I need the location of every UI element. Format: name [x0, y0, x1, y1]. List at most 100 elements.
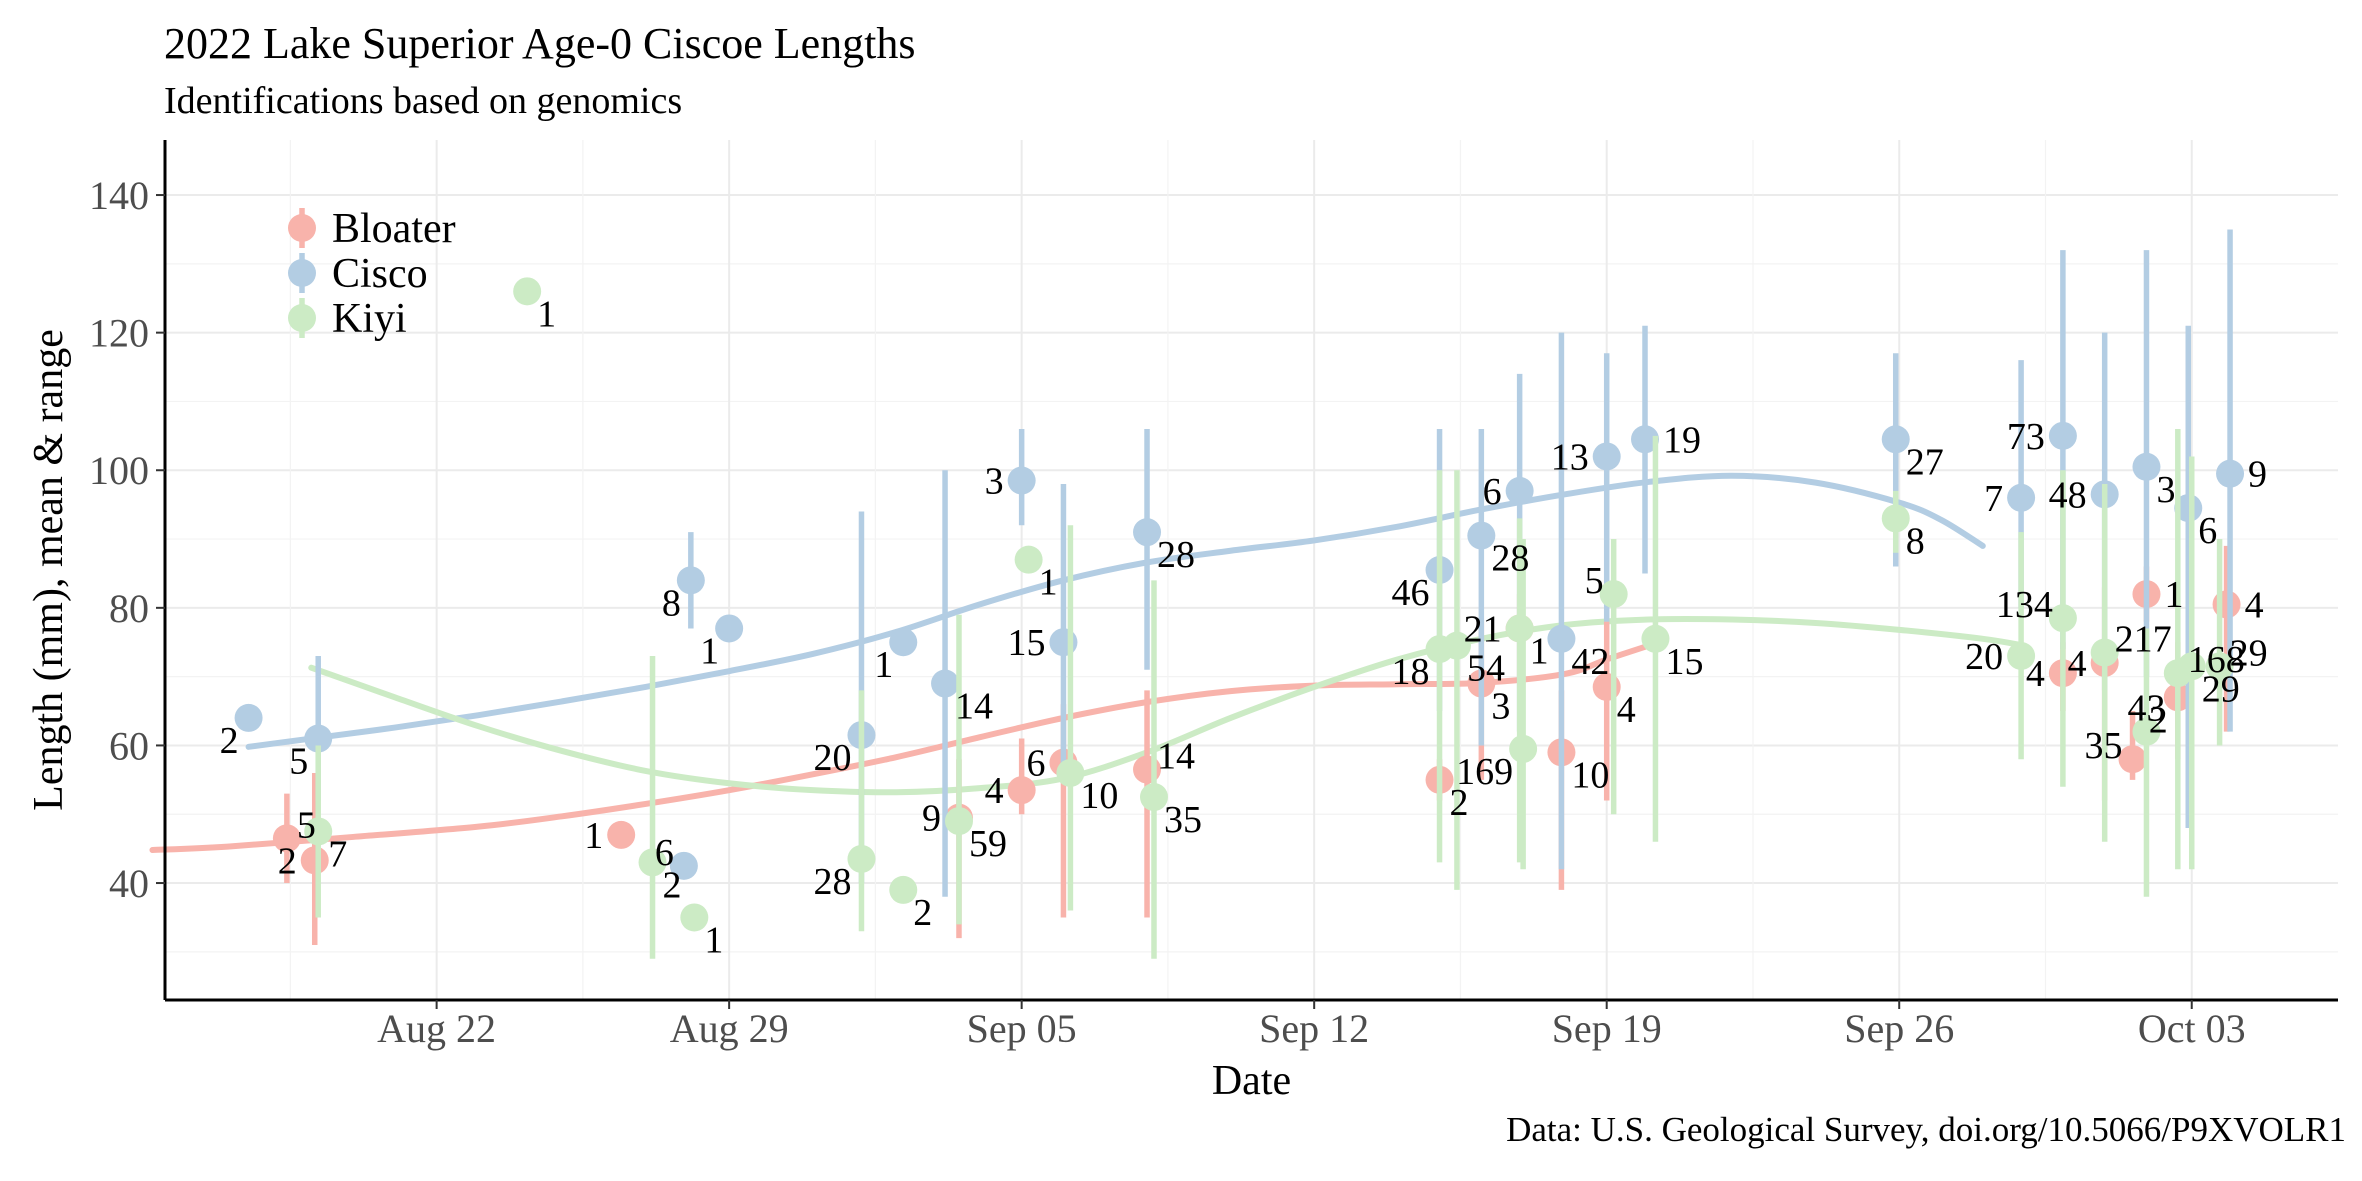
kiyi-sample-size-label: 217 [2115, 619, 2172, 661]
y-tick-label: 40 [109, 861, 149, 906]
cisco-mean-point [2216, 459, 2245, 488]
bloater-sample-size-label: 2 [278, 840, 297, 882]
y-tick-label: 100 [89, 448, 149, 493]
bloater-mean-point [1007, 776, 1036, 805]
kiyi-mean-point [1442, 631, 1471, 660]
kiyi-sample-size-label: 29 [2230, 632, 2268, 674]
kiyi-mean-point [1014, 545, 1043, 574]
cisco-mean-point [234, 703, 263, 732]
cisco-mean-point [2132, 452, 2161, 481]
x-tick-label: Sep 12 [1259, 1006, 1369, 1051]
kiyi-sample-size-label: 2 [913, 892, 932, 934]
cisco-mean-point [2007, 483, 2036, 512]
bloater-sample-size-label: 6 [1026, 743, 1045, 785]
bloater-sample-size-label: 4 [985, 770, 1004, 812]
cisco-sample-size-label: 14 [955, 686, 993, 728]
cisco-sample-size-label: 6 [2198, 510, 2217, 552]
cisco-mean-point [1133, 518, 1162, 547]
kiyi-mean-point [680, 903, 709, 932]
kiyi-mean-point [1056, 758, 1085, 787]
grid [165, 140, 2338, 1000]
cisco-sample-size-label: 15 [1007, 622, 1045, 664]
bloater-sample-size-label: 10 [1571, 754, 1609, 796]
bloater-sample-size-label: 1 [2164, 574, 2183, 616]
kiyi-sample-size-label: 20 [1965, 636, 2003, 678]
bloater-sample-size-label: 4 [2026, 653, 2045, 695]
x-tick-label: Aug 22 [377, 1006, 496, 1051]
bloater-sample-size-label: 4 [2245, 584, 2264, 626]
legend-label-bloater: Bloater [332, 206, 456, 252]
cisco-mean-point [1592, 442, 1621, 471]
bloater-sample-size-label: 1 [1530, 630, 1549, 672]
bloater-sample-size-label: 4 [1617, 689, 1636, 731]
cisco-mean-point [2174, 494, 2203, 523]
kiyi-mean-point [638, 848, 667, 877]
kiyi-sample-size-label: 1 [1039, 562, 1058, 604]
bloater-sample-size-label: 9 [922, 798, 941, 840]
cisco-sample-size-label: 6 [1483, 471, 1502, 513]
cisco-sample-size-label: 8 [662, 582, 681, 624]
kiyi-sample-size-label: 18 [1392, 651, 1430, 693]
cisco-mean-point [1467, 521, 1496, 550]
cisco-sample-size-label: 1 [874, 644, 893, 686]
cisco-sample-size-label: 6 [655, 832, 674, 874]
x-tick-label: Sep 26 [1844, 1006, 1954, 1051]
kiyi-sample-size-label: 5 [1585, 560, 1604, 602]
cisco-sample-size-label: 13 [1551, 436, 1589, 478]
kiyi-sample-size-label: 1 [704, 919, 723, 961]
chart-subtitle: Identifications based on genomics [164, 80, 683, 122]
x-tick-label: Aug 29 [670, 1006, 789, 1051]
kiyi-mean-point [889, 875, 918, 904]
cisco-sample-size-label: 5 [289, 741, 308, 783]
cisco-sample-size-label: 28 [1157, 534, 1195, 576]
bloater-sample-size-label: 3 [1491, 686, 1510, 728]
kiyi-mean-point [2090, 638, 2119, 667]
y-tick-label: 120 [89, 311, 149, 356]
bloater-mean-point [2212, 590, 2241, 619]
x-tick-label: Oct 03 [2138, 1006, 2246, 1051]
kiyi-mean-point [513, 277, 542, 306]
kiyi-mean-point [944, 807, 973, 836]
data-points [234, 229, 2245, 959]
kiyi-mean-point [2132, 717, 2161, 746]
bloater-sample-size-label: 35 [2085, 725, 2123, 767]
kiyi-mean-point [1139, 783, 1168, 812]
cisco-mean-point [669, 851, 698, 880]
cisco-sample-size-label: 2 [220, 720, 239, 762]
bloater-sample-size-label: 2 [2149, 699, 2168, 741]
kiyi-mean-point [1509, 734, 1538, 763]
x-tick-label: Sep 19 [1552, 1006, 1662, 1051]
cisco-sample-size-label: 19 [1663, 419, 1701, 461]
bloater-sample-size-label: 2 [1450, 782, 1469, 824]
bloater-sample-size-label: 5 [297, 804, 316, 846]
bloater-sample-size-label: 1 [584, 815, 603, 857]
cisco-mean-point [1881, 425, 1910, 454]
kiyi-mean-point [1641, 624, 1670, 653]
bloater-mean-point [300, 846, 329, 875]
cisco-mean-point [715, 614, 744, 643]
kiyi-sample-size-label: 29 [2202, 668, 2240, 710]
data-source-caption: Data: U.S. Geological Survey, doi.org/10… [1506, 1110, 2346, 1149]
bloater-mean-point [272, 824, 301, 853]
y-tick-label: 60 [109, 723, 149, 768]
kiyi-mean-point [1505, 614, 1534, 643]
cisco-sample-size-label: 48 [2049, 474, 2087, 516]
bloater-mean-point [607, 820, 636, 849]
cisco-mean-point [304, 724, 333, 753]
kiyi-sample-size-label: 59 [969, 823, 1007, 865]
cisco-sample-size-label: 3 [985, 461, 1004, 503]
cisco-sample-size-label: 42 [1571, 641, 1609, 683]
x-axis-title: Date [1212, 1058, 1291, 1104]
kiyi-sample-size-label: 35 [1164, 799, 1202, 841]
bloater-sample-size-label: 14 [1157, 736, 1195, 778]
kiyi-mean-point [304, 817, 333, 846]
kiyi-mean-point [847, 844, 876, 873]
kiyi-sample-size-label: 21 [1464, 608, 1502, 650]
bloater-sample-size-label: 4 [2068, 643, 2087, 685]
cisco-sample-size-label: 9 [2248, 454, 2267, 496]
x-tick-label: Sep 05 [967, 1006, 1077, 1051]
